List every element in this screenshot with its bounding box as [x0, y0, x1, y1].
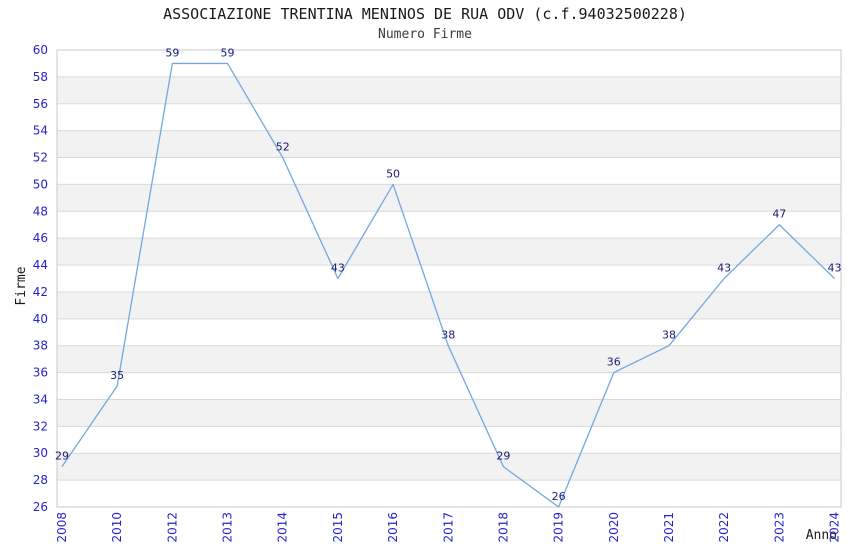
svg-text:2023: 2023	[772, 512, 786, 543]
svg-text:2016: 2016	[386, 512, 400, 543]
svg-text:29: 29	[55, 450, 69, 463]
svg-text:44: 44	[33, 258, 48, 272]
svg-text:2015: 2015	[331, 512, 345, 543]
svg-text:59: 59	[221, 46, 235, 59]
svg-text:40: 40	[33, 312, 48, 326]
svg-text:2013: 2013	[221, 512, 235, 543]
svg-text:38: 38	[441, 329, 455, 342]
point-labels: 29 35 59 59 52 43 50 38 29 26 36 38 43 47 43	[55, 46, 842, 503]
svg-text:34: 34	[33, 392, 48, 406]
svg-text:58: 58	[33, 70, 48, 84]
svg-text:2024: 2024	[828, 512, 842, 543]
x-tick-labels: 2008 2010 2012 2013 2014 2015 2016 2017 2018 2019…	[55, 512, 842, 543]
svg-text:29: 29	[496, 450, 510, 463]
chart-title: ASSOCIAZIONE TRENTINA MENINOS DE RUA ODV…	[163, 5, 687, 23]
svg-text:2010: 2010	[110, 512, 124, 543]
svg-text:2019: 2019	[552, 512, 566, 543]
svg-text:52: 52	[33, 151, 48, 165]
svg-text:54: 54	[33, 124, 48, 138]
svg-text:26: 26	[552, 490, 566, 503]
svg-text:43: 43	[717, 262, 731, 275]
svg-text:42: 42	[33, 285, 48, 299]
gridlines	[57, 76, 841, 481]
svg-text:2014: 2014	[276, 512, 290, 543]
svg-text:46: 46	[33, 231, 48, 245]
y-tick-labels: 26 28 30 32 34 36 38 40 42 44 46 48 50 52 54 56 58 60	[33, 43, 48, 514]
svg-text:2021: 2021	[662, 512, 676, 543]
svg-text:2018: 2018	[496, 512, 510, 543]
svg-text:2012: 2012	[165, 512, 179, 543]
x-axis-title: Anno	[805, 528, 837, 543]
svg-text:2017: 2017	[441, 512, 455, 543]
svg-text:48: 48	[33, 204, 48, 218]
svg-text:2022: 2022	[717, 512, 731, 543]
plot-bands	[57, 76, 841, 481]
svg-text:35: 35	[110, 369, 124, 382]
svg-text:50: 50	[33, 177, 48, 191]
svg-text:50: 50	[386, 167, 400, 180]
chart-subtitle: Numero Firme	[378, 27, 472, 42]
svg-text:43: 43	[331, 262, 345, 275]
svg-text:32: 32	[33, 419, 48, 433]
plot-frame	[56, 49, 842, 508]
svg-text:2020: 2020	[607, 512, 621, 543]
line-series-firme	[61, 62, 835, 508]
svg-text:47: 47	[772, 208, 786, 221]
svg-text:56: 56	[33, 97, 48, 111]
svg-text:28: 28	[33, 473, 48, 487]
svg-text:36: 36	[33, 366, 48, 380]
svg-text:59: 59	[165, 46, 179, 59]
svg-text:60: 60	[33, 43, 48, 57]
svg-text:2008: 2008	[55, 512, 69, 543]
svg-text:43: 43	[828, 262, 842, 275]
svg-text:26: 26	[33, 500, 48, 514]
svg-text:38: 38	[662, 329, 676, 342]
svg-text:36: 36	[607, 356, 621, 369]
svg-text:30: 30	[33, 446, 48, 460]
svg-text:38: 38	[33, 339, 48, 353]
svg-text:52: 52	[276, 141, 290, 154]
